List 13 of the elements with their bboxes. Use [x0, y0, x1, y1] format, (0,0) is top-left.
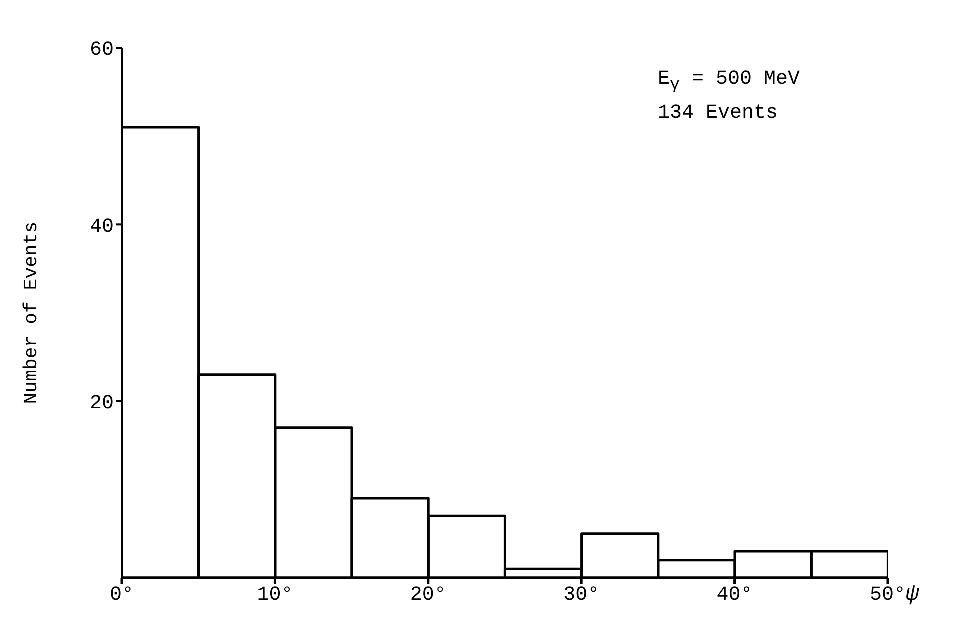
x-tick-label: 10° — [257, 584, 294, 608]
annotation: E$_{γ}$ = 500 MeV — [658, 68, 800, 95]
x-axis-title: ψ — [906, 582, 920, 607]
x-tick-label: 50° — [870, 584, 906, 608]
x-tick-label: 30° — [564, 584, 600, 608]
x-tick-label: 20° — [410, 584, 446, 608]
x-tick-label: 0° — [110, 584, 134, 608]
y-axis-title: Number of Events — [20, 222, 43, 404]
y-tick-label: 60 — [90, 39, 114, 62]
y-tick-label: 20 — [90, 392, 114, 416]
x-tick-label: 40° — [716, 584, 753, 608]
y-tick-label: 40 — [90, 216, 114, 239]
annotation: 134 Events — [658, 102, 778, 125]
